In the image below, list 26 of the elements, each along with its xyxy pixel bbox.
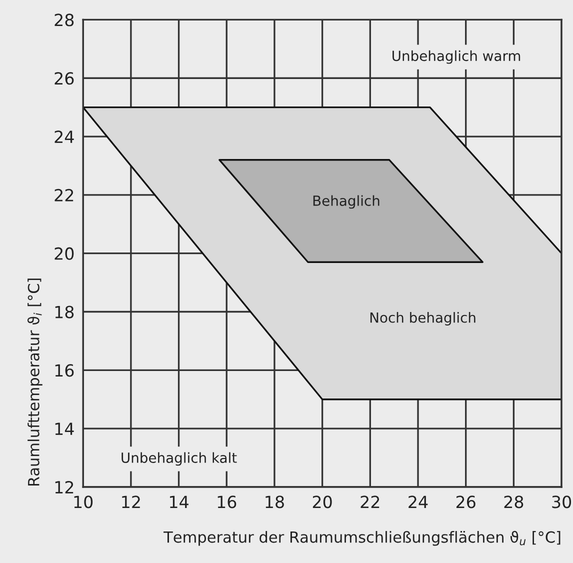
annotation: Unbehaglich warm [392, 50, 520, 64]
y-tick-label: 16 [55, 364, 74, 377]
x-tick-label: 28 [504, 496, 524, 508]
series-label: Noch behaglich [370, 312, 476, 326]
x-tick-label: 16 [218, 496, 236, 508]
y-tick-label: 20 [54, 247, 74, 260]
x-tick-label: 10 [74, 496, 93, 508]
x-tick-label: 14 [170, 496, 188, 508]
x-tick-label: 18 [266, 496, 284, 508]
y-tick-label: 14 [55, 422, 74, 435]
y-tick-label: 24 [54, 130, 74, 143]
y-tick-label: 26 [54, 72, 74, 85]
x-tick-label: 22 [360, 496, 380, 508]
x-tick-label: 26 [456, 496, 476, 508]
x-tick-label: 30 [552, 496, 572, 508]
x-axis-title: Temperatur der Raumumschließungsflächen ϑ$_{u}$ [°C] [164, 530, 560, 546]
x-tick-label: 12 [122, 496, 140, 508]
x-tick-label: 24 [408, 496, 428, 508]
y-axis-title: Raumlufttemperatur ϑ$_{i}$ [°C] [27, 278, 42, 486]
annotation: Unbehaglich kalt [122, 452, 237, 466]
y-tick-label: 28 [54, 14, 74, 26]
series-label: Behaglich [313, 195, 380, 209]
y-tick-label: 22 [54, 188, 74, 202]
y-tick-label: 18 [55, 306, 74, 318]
x-tick-label: 20 [312, 496, 332, 508]
y-tick-label: 12 [55, 480, 74, 494]
